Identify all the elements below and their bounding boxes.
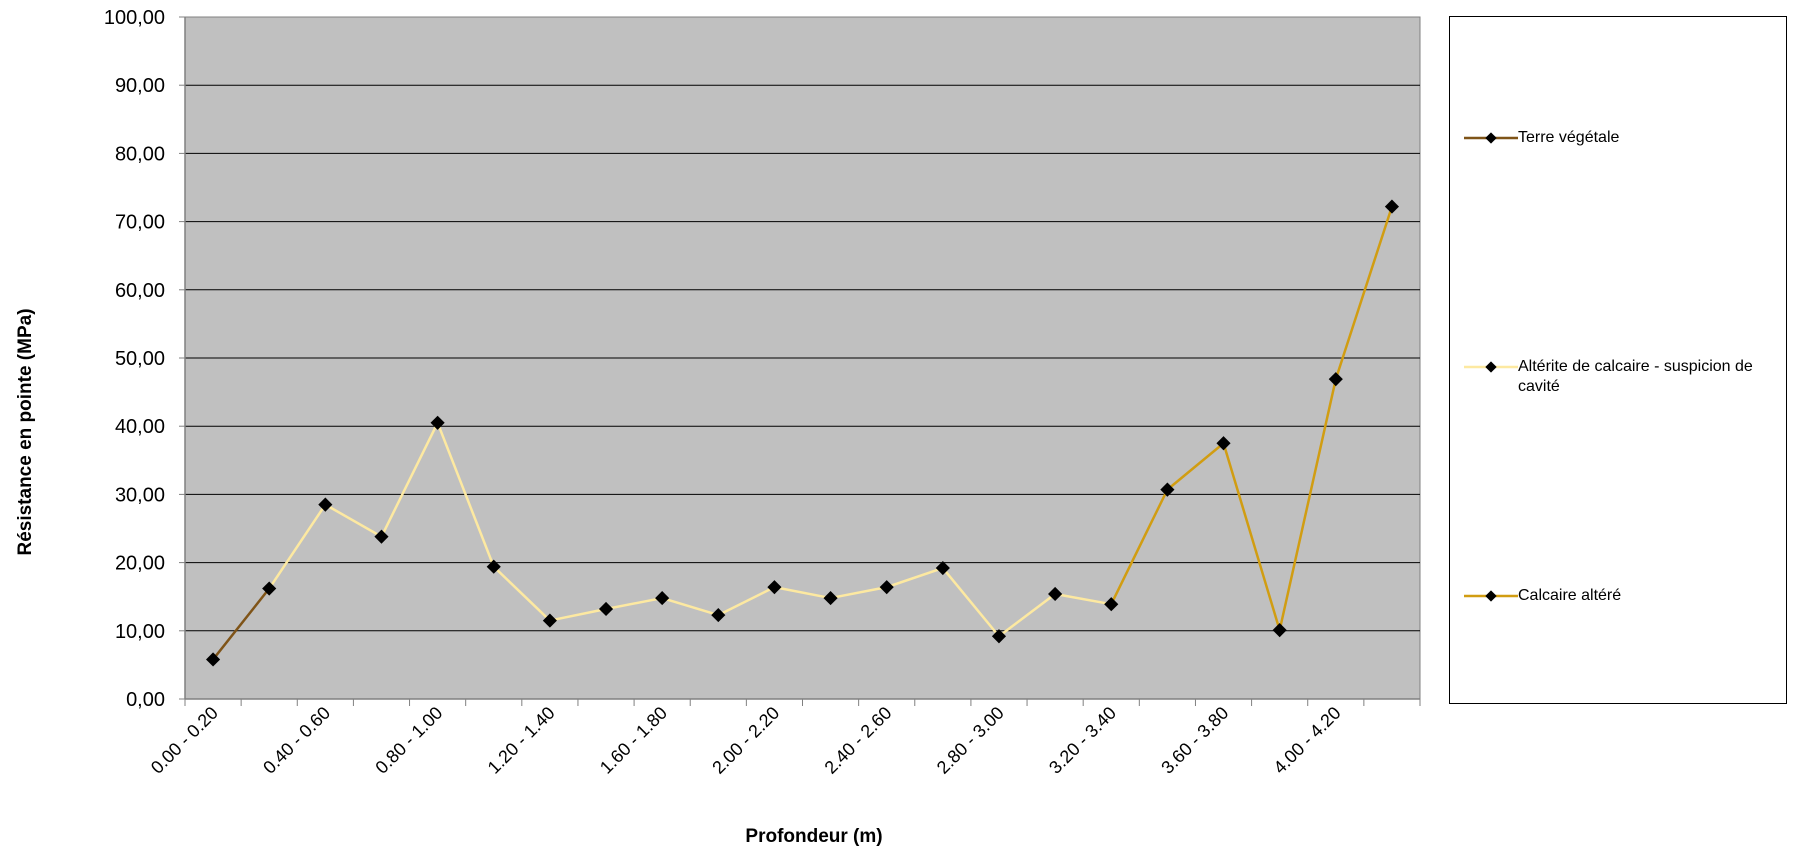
x-tick-label: 3.60 - 3.80 [1157, 703, 1232, 778]
series-line [1110, 206, 1394, 632]
data-point [711, 608, 726, 623]
data-point [374, 529, 389, 544]
x-axis-title: Profondeur (m) [745, 826, 882, 847]
data-point [486, 559, 501, 574]
y-tick-label: 30,00 [115, 484, 165, 506]
x-tick-label: 0.80 - 1.00 [371, 703, 446, 778]
series-line [212, 587, 271, 661]
data-point [655, 590, 670, 606]
data-point [1104, 597, 1119, 612]
x-tick-label: 1.20 - 1.40 [484, 703, 559, 778]
y-tick-label: 40,00 [115, 416, 165, 438]
data-point [262, 581, 277, 596]
data-point [1384, 199, 1400, 214]
data-point [991, 629, 1007, 644]
data-point [318, 497, 333, 512]
legend-swatch-terre-vegetale [1464, 132, 1518, 144]
data-point [1328, 372, 1343, 387]
data-point [1048, 586, 1063, 602]
legend-label: Altérite de calcaire - suspicion de cavi… [1518, 358, 1753, 395]
y-tick-label: 60,00 [115, 280, 165, 302]
legend-item-terre-vegetale: Terre végétale [1464, 128, 1782, 148]
legend-item-calcaire-altere: Calcaire altéré [1464, 586, 1782, 606]
chart-legend: Terre végétale Altérite de calcaire - su… [1449, 16, 1787, 704]
legend-marker [1485, 361, 1497, 373]
data-point [1160, 482, 1175, 497]
data-point [205, 652, 221, 667]
data-point [823, 590, 838, 606]
y-tick-label: 70,00 [115, 212, 165, 234]
legend-swatch-alterite [1464, 361, 1518, 373]
data-point [542, 613, 557, 628]
data-point [879, 580, 894, 595]
y-tick-label: 80,00 [115, 143, 165, 165]
data-point [1272, 623, 1287, 638]
x-tick-label: 2.40 - 2.60 [821, 703, 896, 778]
data-point [935, 560, 950, 576]
y-tick-label: 100,00 [104, 7, 165, 29]
data-point [1216, 436, 1231, 451]
legend-marker [1485, 590, 1497, 602]
y-tick-label: 50,00 [115, 348, 165, 370]
x-tick-label: 0.40 - 0.60 [259, 703, 334, 778]
legend-marker [1485, 132, 1497, 144]
data-point [430, 415, 445, 430]
legend-swatch-calcaire-altere [1464, 590, 1518, 602]
y-tick-label: 10,00 [115, 621, 165, 643]
x-tick-label: 3.20 - 3.40 [1045, 703, 1120, 778]
x-tick-label: 2.80 - 3.00 [933, 703, 1008, 778]
data-point [598, 601, 614, 617]
legend-label: Calcaire altéré [1518, 587, 1622, 604]
y-axis-title: Résistance en pointe (MPa) [15, 308, 36, 555]
x-tick-label: 1.60 - 1.80 [596, 703, 671, 778]
y-tick-label: 20,00 [115, 553, 165, 575]
data-point [767, 580, 782, 595]
x-tick-label: 4.00 - 4.20 [1270, 703, 1345, 778]
x-tick-label: 2.00 - 2.20 [708, 703, 783, 778]
legend-item-alterite: Altérite de calcaire - suspicion de cavi… [1464, 357, 1782, 397]
y-tick-label: 90,00 [115, 75, 165, 97]
series-line [268, 421, 1112, 638]
y-tick-label: 0,00 [126, 689, 165, 711]
x-tick-label: 0.00 - 0.20 [147, 703, 222, 778]
legend-label: Terre végétale [1518, 129, 1620, 146]
